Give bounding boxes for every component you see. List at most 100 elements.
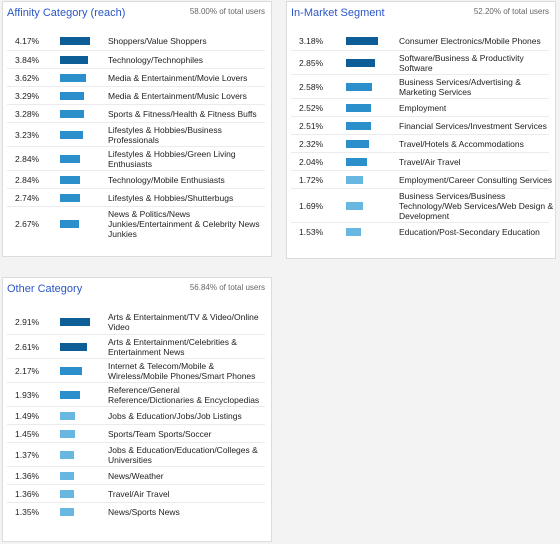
row-bar bbox=[346, 158, 367, 166]
row-percentage: 2.61% bbox=[15, 342, 40, 352]
row-percentage: 2.67% bbox=[15, 219, 40, 229]
table-row: 1.93% Reference/General Reference/Diction… bbox=[7, 382, 265, 406]
row-category-label: Arts & Entertainment/Celebrities & Enter… bbox=[108, 337, 237, 357]
table-row: 1.36% Travel/Air Travel bbox=[7, 484, 265, 502]
other-category-panel: Other Category 56.84% of total users 2.9… bbox=[2, 277, 272, 542]
row-category-label: Technology/Mobile Enthusiasts bbox=[108, 175, 225, 185]
table-row: 2.61% Arts & Entertainment/Celebrities & … bbox=[7, 334, 265, 358]
row-bar bbox=[346, 122, 371, 130]
row-category-label: Lifestyles & Hobbies/Shutterbugs bbox=[108, 193, 234, 203]
row-percentage: 3.23% bbox=[15, 130, 40, 140]
row-percentage: 4.17% bbox=[15, 36, 40, 46]
row-percentage: 1.53% bbox=[299, 227, 324, 237]
row-bar bbox=[346, 202, 363, 210]
row-bar bbox=[60, 131, 83, 139]
row-percentage: 2.84% bbox=[15, 154, 40, 164]
row-percentage: 2.91% bbox=[15, 317, 40, 327]
row-category-label: Reference/General Reference/Dictionaries… bbox=[108, 385, 260, 405]
row-percentage: 1.36% bbox=[15, 489, 40, 499]
table-row: 2.91% Arts & Entertainment/TV & Video/Onl… bbox=[7, 310, 265, 334]
row-percentage: 1.35% bbox=[15, 507, 40, 517]
panel-total-users: 52.20% of total users bbox=[473, 7, 549, 16]
row-bar bbox=[60, 318, 90, 326]
row-category-label: Shoppers/Value Shoppers bbox=[108, 36, 207, 46]
panel-total-users: 56.84% of total users bbox=[189, 283, 265, 292]
row-percentage: 3.62% bbox=[15, 73, 40, 83]
row-percentage: 1.69% bbox=[299, 201, 324, 211]
row-category-label: Technology/Technophiles bbox=[108, 55, 203, 65]
row-bar bbox=[60, 508, 74, 516]
row-percentage: 1.37% bbox=[15, 450, 40, 460]
row-percentage: 2.17% bbox=[15, 366, 40, 376]
table-row: 1.69% Business Services/Business Technolo… bbox=[291, 188, 553, 222]
table-row: 2.52% Employment bbox=[291, 98, 549, 116]
row-percentage: 2.04% bbox=[299, 157, 324, 167]
row-bar bbox=[60, 430, 75, 438]
row-category-label: Financial Services/Investment Services bbox=[399, 121, 547, 131]
row-category-label: Employment bbox=[399, 103, 447, 113]
row-percentage: 2.84% bbox=[15, 175, 40, 185]
row-percentage: 2.32% bbox=[299, 139, 324, 149]
table-row: 2.85% Software/Business & Productivity So… bbox=[291, 50, 549, 74]
row-percentage: 1.93% bbox=[15, 390, 40, 400]
row-bar bbox=[60, 451, 74, 459]
row-category-label: Media & Entertainment/Music Lovers bbox=[108, 91, 247, 101]
row-bar bbox=[60, 56, 88, 64]
row-category-label: News/Weather bbox=[108, 471, 164, 481]
row-category-label: Sports/Team Sports/Soccer bbox=[108, 429, 212, 439]
row-category-label: Travel/Air Travel bbox=[399, 157, 461, 167]
table-row: 2.17% Internet & Telecom/Mobile & Wireles… bbox=[7, 358, 265, 382]
table-row: 3.18% Consumer Electronics/Mobile Phones bbox=[291, 32, 549, 50]
table-row: 3.84% Technology/Technophiles bbox=[7, 50, 265, 68]
row-percentage: 3.29% bbox=[15, 91, 40, 101]
row-percentage: 1.45% bbox=[15, 429, 40, 439]
row-category-label: Consumer Electronics/Mobile Phones bbox=[399, 36, 541, 46]
row-category-label: Arts & Entertainment/TV & Video/Online V… bbox=[108, 312, 259, 332]
row-bar bbox=[60, 194, 80, 202]
row-bar bbox=[60, 110, 84, 118]
row-bar bbox=[60, 490, 74, 498]
panel-header: In-Market Segment 52.20% of total users bbox=[287, 2, 555, 30]
row-bar bbox=[60, 412, 75, 420]
table-row: 3.28% Sports & Fitness/Health & Fitness B… bbox=[7, 104, 265, 122]
table-row: 1.35% News/Sports News bbox=[7, 502, 265, 520]
table-row: 2.74% Lifestyles & Hobbies/Shutterbugs bbox=[7, 188, 265, 206]
row-category-label: Education/Post-Secondary Education bbox=[399, 227, 540, 237]
row-bar bbox=[60, 92, 84, 100]
row-bar bbox=[60, 367, 82, 375]
row-category-label: Lifestyles & Hobbies/Business Profession… bbox=[108, 125, 222, 145]
table-row: 2.58% Business Services/Advertising & Mar… bbox=[291, 74, 549, 98]
row-bar bbox=[60, 37, 90, 45]
panel-title: In-Market Segment bbox=[291, 7, 385, 19]
row-category-label: Employment/Career Consulting Services bbox=[399, 175, 553, 185]
table-row: 2.04% Travel/Air Travel bbox=[291, 152, 549, 170]
affinity-category-panel: Affinity Category (reach) 58.00% of tota… bbox=[2, 1, 272, 257]
table-row: 2.67% News & Politics/News Junkies/Entert… bbox=[7, 206, 265, 240]
row-category-label: Jobs & Education/Education/Colleges & Un… bbox=[108, 445, 258, 465]
table-row: 1.37% Jobs & Education/Education/Colleges… bbox=[7, 442, 265, 466]
row-bar bbox=[60, 176, 80, 184]
row-bar bbox=[346, 228, 361, 236]
table-row: 3.23% Lifestyles & Hobbies/Business Profe… bbox=[7, 122, 265, 146]
row-bar bbox=[60, 391, 80, 399]
row-category-label: Sports & Fitness/Health & Fitness Buffs bbox=[108, 109, 257, 119]
table-row: 1.49% Jobs & Education/Jobs/Job Listings bbox=[7, 406, 265, 424]
row-percentage: 2.74% bbox=[15, 193, 40, 203]
panel-total-users: 58.00% of total users bbox=[189, 7, 265, 16]
table-row: 1.53% Education/Post-Secondary Education bbox=[291, 222, 549, 240]
table-row: 1.72% Employment/Career Consulting Servic… bbox=[291, 170, 552, 188]
row-category-label: Business Services/Advertising & Marketin… bbox=[399, 77, 521, 97]
table-row: 2.32% Travel/Hotels & Accommodations bbox=[291, 134, 549, 152]
table-row: 2.84% Lifestyles & Hobbies/Green Living E… bbox=[7, 146, 265, 170]
row-category-label: Internet & Telecom/Mobile & Wireless/Mob… bbox=[108, 361, 256, 381]
row-bar bbox=[346, 59, 375, 67]
in-market-segment-panel: In-Market Segment 52.20% of total users … bbox=[286, 1, 556, 259]
table-row: 2.84% Technology/Mobile Enthusiasts bbox=[7, 170, 265, 188]
row-category-label: Jobs & Education/Jobs/Job Listings bbox=[108, 411, 242, 421]
row-category-label: Software/Business & Productivity Softwar… bbox=[399, 53, 524, 73]
row-percentage: 1.49% bbox=[15, 411, 40, 421]
row-percentage: 2.52% bbox=[299, 103, 324, 113]
panel-header: Other Category 56.84% of total users bbox=[3, 278, 271, 306]
table-row: 2.51% Financial Services/Investment Servi… bbox=[291, 116, 549, 134]
panel-title: Affinity Category (reach) bbox=[7, 7, 126, 19]
